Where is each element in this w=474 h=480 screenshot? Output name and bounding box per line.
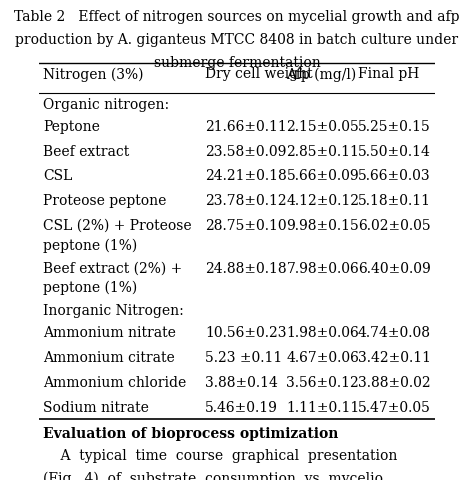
Text: 9.98±0.15: 9.98±0.15 bbox=[286, 218, 359, 232]
Text: Nitrogen (3%): Nitrogen (3%) bbox=[43, 67, 144, 82]
Text: 24.88±0.18: 24.88±0.18 bbox=[205, 261, 287, 275]
Text: CSL (2%) + Proteose: CSL (2%) + Proteose bbox=[43, 218, 191, 232]
Text: 21.66±0.11: 21.66±0.11 bbox=[205, 120, 287, 133]
Text: peptone (1%): peptone (1%) bbox=[43, 238, 137, 252]
Text: (Fig.  4)  of  substrate  consumption  vs  mycelio: (Fig. 4) of substrate consumption vs myc… bbox=[43, 470, 383, 480]
Text: 2.85±0.11: 2.85±0.11 bbox=[286, 144, 359, 158]
Text: Proteose peptone: Proteose peptone bbox=[43, 194, 166, 208]
Text: 23.78±0.12: 23.78±0.12 bbox=[205, 194, 287, 208]
Text: production by A. giganteus MTCC 8408 in batch culture under: production by A. giganteus MTCC 8408 in … bbox=[16, 33, 458, 47]
Text: Final pH: Final pH bbox=[358, 67, 419, 81]
Text: 5.47±0.05: 5.47±0.05 bbox=[358, 400, 430, 414]
Text: Afp (mg/l): Afp (mg/l) bbox=[286, 67, 357, 82]
Text: 4.67±0.06: 4.67±0.06 bbox=[286, 350, 359, 364]
Text: Dry cell weight: Dry cell weight bbox=[205, 67, 313, 81]
Text: Inorganic Nitrogen:: Inorganic Nitrogen: bbox=[43, 303, 184, 317]
Text: Ammonium chloride: Ammonium chloride bbox=[43, 375, 186, 389]
Text: peptone (1%): peptone (1%) bbox=[43, 280, 137, 295]
Text: 1.98±0.06: 1.98±0.06 bbox=[286, 325, 359, 339]
Text: 6.02±0.05: 6.02±0.05 bbox=[358, 218, 430, 232]
Text: Beef extract: Beef extract bbox=[43, 144, 129, 158]
Text: Sodium nitrate: Sodium nitrate bbox=[43, 400, 149, 414]
Text: 5.66±0.03: 5.66±0.03 bbox=[358, 169, 430, 183]
Text: 7.98±0.06: 7.98±0.06 bbox=[286, 261, 359, 275]
Text: Evaluation of bioprocess optimization: Evaluation of bioprocess optimization bbox=[43, 426, 338, 440]
Text: 5.46±0.19: 5.46±0.19 bbox=[205, 400, 278, 414]
Text: 5.25±0.15: 5.25±0.15 bbox=[358, 120, 430, 133]
Text: 28.75±0.10: 28.75±0.10 bbox=[205, 218, 287, 232]
Text: Ammonium citrate: Ammonium citrate bbox=[43, 350, 175, 364]
Text: 3.56±0.12: 3.56±0.12 bbox=[286, 375, 359, 389]
Text: 4.74±0.08: 4.74±0.08 bbox=[358, 325, 431, 339]
Text: 5.50±0.14: 5.50±0.14 bbox=[358, 144, 430, 158]
Text: Organic nitrogen:: Organic nitrogen: bbox=[43, 97, 169, 111]
Text: submerge fermentation: submerge fermentation bbox=[154, 56, 320, 70]
Text: CSL: CSL bbox=[43, 169, 73, 183]
Text: 23.58±0.09: 23.58±0.09 bbox=[205, 144, 287, 158]
Text: 6.40±0.09: 6.40±0.09 bbox=[358, 261, 430, 275]
Text: 5.23 ±0.11: 5.23 ±0.11 bbox=[205, 350, 283, 364]
Text: A  typical  time  course  graphical  presentation: A typical time course graphical presenta… bbox=[43, 448, 397, 462]
Text: 3.88±0.02: 3.88±0.02 bbox=[358, 375, 430, 389]
Text: 5.18±0.11: 5.18±0.11 bbox=[358, 194, 431, 208]
Text: 3.42±0.11: 3.42±0.11 bbox=[358, 350, 431, 364]
Text: 10.56±0.23: 10.56±0.23 bbox=[205, 325, 287, 339]
Text: Table 2   Effect of nitrogen sources on mycelial growth and afp: Table 2 Effect of nitrogen sources on my… bbox=[14, 10, 460, 24]
Text: 4.12±0.12: 4.12±0.12 bbox=[286, 194, 359, 208]
Text: Ammonium nitrate: Ammonium nitrate bbox=[43, 325, 176, 339]
Text: 3.88±0.14: 3.88±0.14 bbox=[205, 375, 278, 389]
Text: 24.21±0.18: 24.21±0.18 bbox=[205, 169, 287, 183]
Text: Peptone: Peptone bbox=[43, 120, 100, 133]
Text: 2.15±0.05: 2.15±0.05 bbox=[286, 120, 359, 133]
Text: 1.11±0.11: 1.11±0.11 bbox=[286, 400, 360, 414]
Text: Beef extract (2%) +: Beef extract (2%) + bbox=[43, 261, 182, 275]
Text: 5.66±0.09: 5.66±0.09 bbox=[286, 169, 359, 183]
